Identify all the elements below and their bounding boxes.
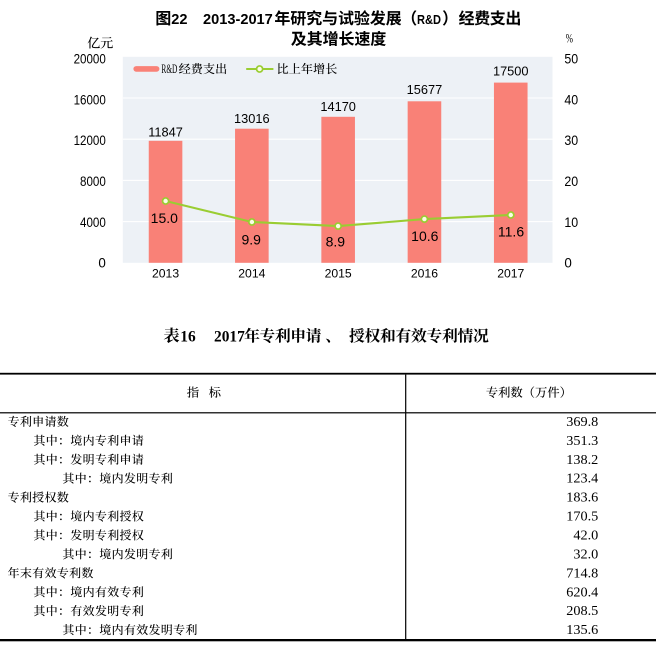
svg-text:2015: 2015 bbox=[325, 267, 352, 281]
svg-text:10.6: 10.6 bbox=[411, 228, 438, 244]
svg-text:R&D: R&D bbox=[417, 12, 441, 27]
svg-text:40: 40 bbox=[564, 92, 578, 107]
svg-text:183.6: 183.6 bbox=[566, 490, 598, 505]
svg-text:2013-2017: 2013-2017 bbox=[203, 12, 273, 28]
svg-text:14170: 14170 bbox=[320, 99, 356, 114]
svg-text:0: 0 bbox=[564, 256, 571, 271]
svg-text:10: 10 bbox=[564, 215, 578, 230]
svg-text:2017: 2017 bbox=[214, 328, 245, 345]
svg-text:50: 50 bbox=[564, 52, 578, 67]
svg-text:351.3: 351.3 bbox=[566, 433, 598, 448]
svg-text:369.8: 369.8 bbox=[566, 414, 598, 429]
svg-text:42.0: 42.0 bbox=[573, 527, 598, 542]
svg-text:16: 16 bbox=[180, 328, 196, 345]
svg-text:17500: 17500 bbox=[493, 64, 529, 79]
svg-text:0: 0 bbox=[98, 256, 105, 271]
svg-text:20: 20 bbox=[564, 174, 578, 189]
svg-text:11847: 11847 bbox=[148, 125, 183, 140]
svg-text:208.5: 208.5 bbox=[566, 603, 598, 618]
svg-text:30: 30 bbox=[564, 133, 578, 148]
svg-text:22: 22 bbox=[171, 12, 187, 28]
svg-text:13016: 13016 bbox=[234, 111, 270, 126]
svg-text:R&D: R&D bbox=[161, 61, 177, 76]
svg-text:15.0: 15.0 bbox=[151, 210, 178, 226]
svg-text:123.4: 123.4 bbox=[566, 471, 598, 486]
svg-text:8.9: 8.9 bbox=[326, 234, 346, 250]
svg-text:620.4: 620.4 bbox=[566, 584, 598, 599]
svg-text:11.6: 11.6 bbox=[498, 224, 524, 240]
svg-text:8000: 8000 bbox=[80, 174, 106, 189]
svg-text:9.9: 9.9 bbox=[241, 232, 261, 248]
svg-text:2013: 2013 bbox=[152, 267, 179, 281]
svg-text:2016: 2016 bbox=[411, 267, 438, 281]
svg-text:20000: 20000 bbox=[74, 52, 106, 67]
svg-text:32.0: 32.0 bbox=[573, 546, 598, 561]
svg-text:2017: 2017 bbox=[497, 267, 524, 281]
svg-text:12000: 12000 bbox=[74, 133, 106, 148]
svg-text:4000: 4000 bbox=[80, 215, 106, 230]
svg-text:138.2: 138.2 bbox=[566, 452, 598, 467]
svg-text:714.8: 714.8 bbox=[566, 565, 598, 580]
svg-text:16000: 16000 bbox=[74, 92, 106, 107]
svg-text:%: % bbox=[566, 32, 573, 46]
svg-text:15677: 15677 bbox=[407, 82, 443, 97]
svg-text:135.6: 135.6 bbox=[566, 622, 598, 637]
svg-text:170.5: 170.5 bbox=[566, 509, 598, 524]
svg-text:2014: 2014 bbox=[238, 267, 265, 281]
